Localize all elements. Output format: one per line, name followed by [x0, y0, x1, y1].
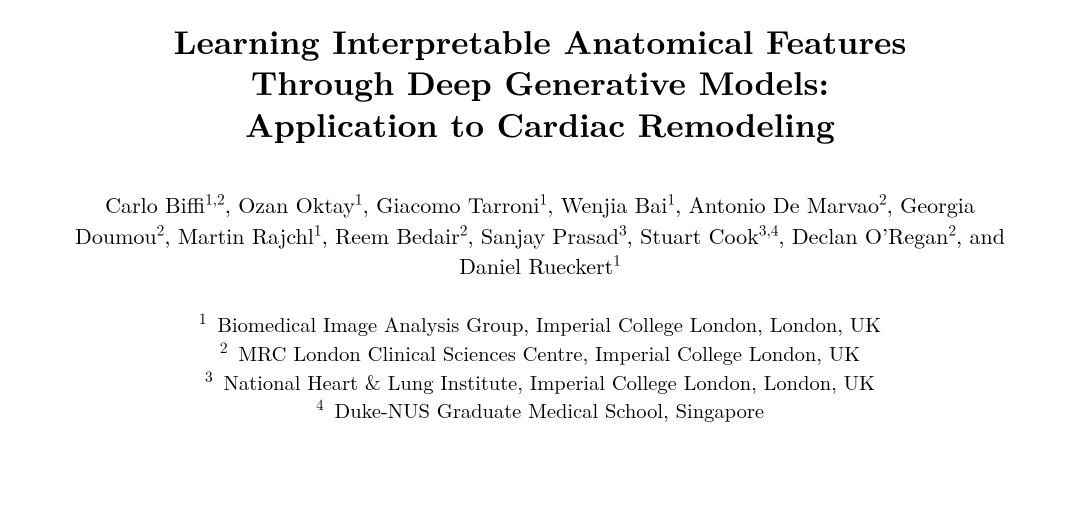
affiliation-number: 4 [316, 394, 324, 415]
affiliation-number: 2 [220, 337, 228, 358]
author-separator: , [887, 189, 900, 220]
author-affil-ref: 1 [314, 219, 322, 240]
author-list: Carlo Biffi1,2, Ozan Oktay1, Giacomo Tar… [70, 190, 1010, 282]
author-affil-ref: 1 [613, 250, 621, 271]
affiliation-number: 3 [205, 366, 213, 387]
affiliation-text: National Heart & Lung Institute, Imperia… [217, 367, 875, 396]
affiliation-text: MRC London Clinical Sciences Centre, Imp… [232, 338, 861, 367]
author-name: Giacomo Tarroni [376, 189, 539, 220]
affiliation-text: Duke-NUS Graduate Medical School, Singap… [328, 395, 764, 424]
affiliation-text: Biomedical Image Analysis Group, Imperia… [211, 309, 881, 338]
author-affil-ref: 3,4 [759, 219, 779, 240]
paper-header: Learning Interpretable Anatomical Featur… [0, 0, 1080, 425]
affiliation-line: 2 MRC London Clinical Sciences Centre, I… [70, 339, 1010, 368]
author-affil-ref: 3 [619, 219, 627, 240]
author-separator: , and [956, 220, 1005, 251]
author-affil-ref: 2 [948, 219, 956, 240]
author-name: Antonio De Marvao [689, 189, 879, 220]
title-line-2: Through Deep Generative Models: [251, 58, 829, 105]
author-name: Sanjay Prasad [481, 220, 619, 251]
author-separator: , [627, 220, 640, 251]
title-line-3: Application to Cardiac Remodeling [245, 100, 835, 147]
author-separator: , [363, 189, 376, 220]
author-separator: , [164, 220, 177, 251]
author-affil-ref: 1 [355, 188, 363, 209]
author-separator: , [467, 220, 480, 251]
affiliation-line: 3 National Heart & Lung Institute, Imper… [70, 368, 1010, 397]
affiliation-number: 1 [199, 308, 207, 329]
title-line-1: Learning Interpretable Anatomical Featur… [174, 17, 907, 64]
author-separator: , [675, 189, 688, 220]
author-separator: , [778, 220, 791, 251]
author-name: Martin Rajchl [178, 220, 314, 251]
author-name: Reem Bedair [335, 220, 460, 251]
author-separator: , [547, 189, 560, 220]
author-separator: , [322, 220, 335, 251]
author-affil-ref: 1,2 [205, 188, 225, 209]
author-name: Wenjia Bai [561, 189, 668, 220]
affiliation-line: 4 Duke-NUS Graduate Medical School, Sing… [70, 396, 1010, 425]
author-name: Daniel Rueckert [459, 250, 613, 281]
author-affil-ref: 2 [879, 188, 887, 209]
author-name: Ozan Oktay [238, 189, 355, 220]
author-name: Stuart Cook [640, 220, 759, 251]
author-separator: , [225, 189, 238, 220]
author-affil-ref: 1 [667, 188, 675, 209]
affiliation-list: 1 Biomedical Image Analysis Group, Imper… [70, 310, 1010, 425]
paper-title: Learning Interpretable Anatomical Featur… [70, 20, 1010, 144]
author-name: Declan O’Regan [792, 220, 948, 251]
affiliation-line: 1 Biomedical Image Analysis Group, Imper… [70, 310, 1010, 339]
author-name: Carlo Biffi [105, 189, 205, 220]
